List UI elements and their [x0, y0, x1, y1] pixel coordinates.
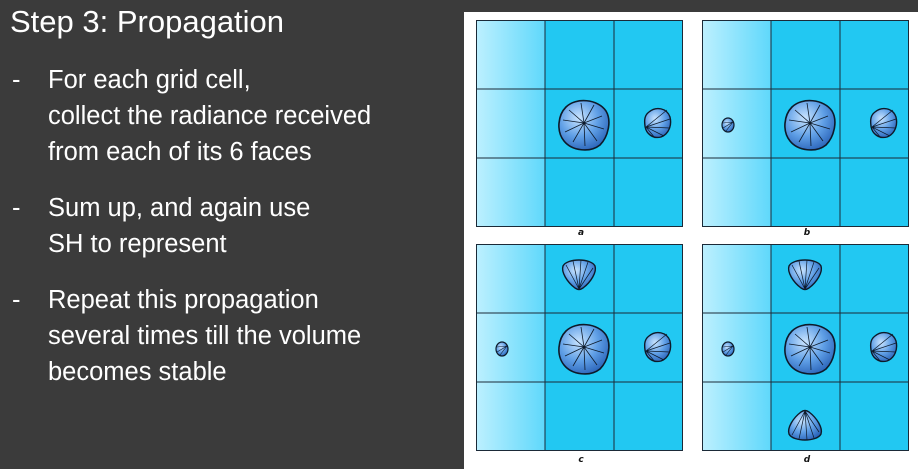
grid-cell — [702, 20, 771, 89]
grid-cell — [614, 244, 683, 313]
sh-lobe-top — [787, 259, 823, 291]
grid-cell — [545, 382, 614, 451]
sh-lobe-small — [643, 331, 672, 363]
grid-cell — [614, 158, 683, 227]
sh-lobe-small — [869, 331, 898, 363]
grid-cell — [614, 382, 683, 451]
bullet-list: - For each grid cell, collect the radian… — [10, 62, 450, 410]
bullet-item-2: - Sum up, and again use SH to represent — [10, 190, 450, 262]
grid-border — [476, 20, 683, 227]
panel-a — [476, 20, 683, 227]
sh-lobe-tiny — [721, 117, 735, 133]
bullet-text-line: Repeat this propagation — [48, 286, 319, 314]
sh-lobe-large — [558, 99, 610, 151]
sh-lobe-tiny — [721, 341, 735, 357]
grid-cell — [840, 20, 909, 89]
grid-cell — [545, 158, 614, 227]
panel-c — [476, 244, 683, 451]
grid-cell — [476, 313, 545, 382]
grid-cell — [840, 382, 909, 451]
grid-border — [702, 20, 909, 227]
slide-title: Step 3: Propagation — [10, 4, 285, 39]
sh-lobe-small — [643, 107, 672, 139]
sh-lobe-bottom — [787, 409, 823, 441]
propagation-figure: a b — [464, 12, 918, 469]
grid-border — [476, 244, 683, 451]
sh-lobe-large — [784, 323, 836, 375]
bullet-dash: - — [12, 66, 21, 94]
bullet-text-line: SH to represent — [48, 230, 227, 258]
grid-cell — [702, 244, 771, 313]
grid-lines — [702, 244, 909, 451]
bullet-text-line: Sum up, and again use — [48, 194, 311, 222]
grid-cell — [702, 313, 771, 382]
bullet-text-line: For each grid cell, — [48, 66, 251, 94]
panel-d — [702, 244, 909, 451]
propagation-diagram: a b — [476, 20, 909, 465]
grid-cell — [840, 244, 909, 313]
sh-lobe-large — [558, 323, 610, 375]
grid-cell — [476, 89, 545, 158]
bullet-dash: - — [12, 286, 21, 314]
bullet-text-line: from each of its 6 faces — [48, 138, 312, 166]
grid-cell — [702, 158, 771, 227]
bullet-text-line: several times till the volume — [48, 322, 362, 350]
panel-caption-a: a — [578, 228, 584, 238]
grid-cell — [545, 20, 614, 89]
grid-cell — [771, 158, 840, 227]
grid-cell — [476, 20, 545, 89]
grid-cell — [840, 158, 909, 227]
grid-lines — [702, 20, 909, 227]
bullet-text-line: becomes stable — [48, 358, 227, 386]
panel-caption-b: b — [804, 228, 811, 238]
sh-lobe-tiny — [495, 341, 509, 357]
bullet-item-1: - For each grid cell, collect the radian… — [10, 62, 450, 170]
grid-cell — [702, 382, 771, 451]
grid-lines — [476, 244, 683, 451]
panel-caption-c: c — [578, 455, 584, 465]
panel-b — [702, 20, 909, 227]
bullet-dash: - — [12, 194, 21, 222]
grid-cell — [476, 244, 545, 313]
grid-cell — [771, 20, 840, 89]
grid-lines — [476, 20, 683, 227]
grid-cell — [614, 20, 683, 89]
grid-border — [702, 244, 909, 451]
sh-lobe-large — [784, 99, 836, 151]
bullet-text-line: collect the radiance received — [48, 102, 372, 130]
sh-lobe-small — [869, 107, 898, 139]
grid-cell — [702, 89, 771, 158]
grid-cell — [476, 158, 545, 227]
bullet-item-3: - Repeat this propagation several times … — [10, 282, 450, 390]
grid-cell — [476, 382, 545, 451]
sh-lobe-top — [561, 259, 597, 291]
panel-caption-d: d — [804, 455, 811, 465]
